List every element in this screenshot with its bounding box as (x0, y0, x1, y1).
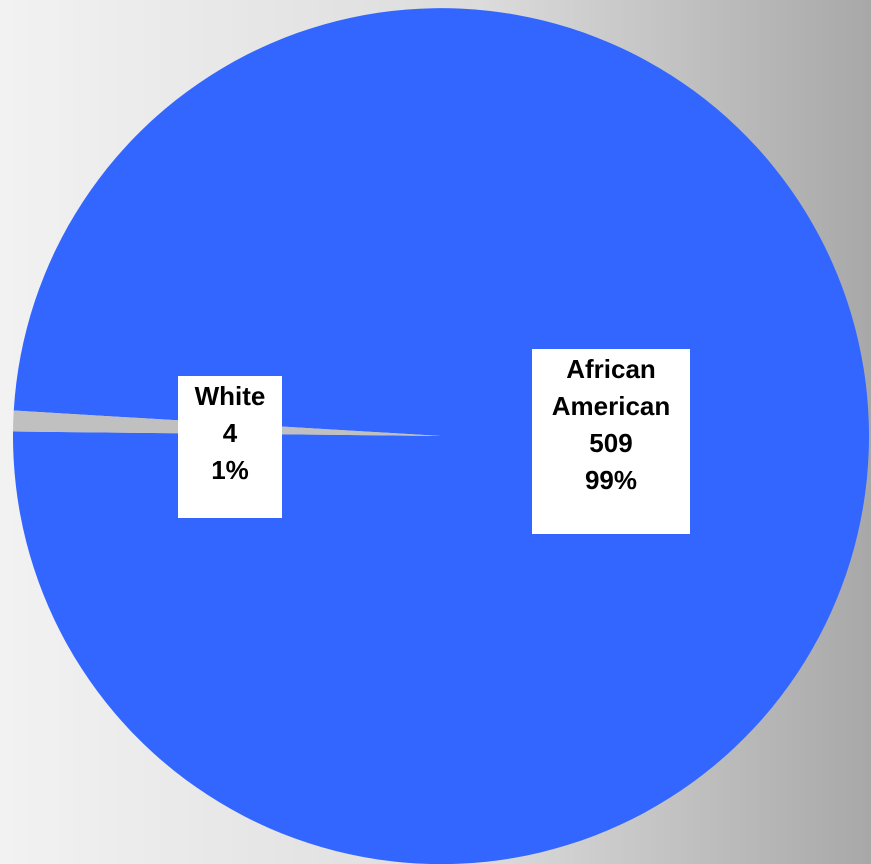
data-label-african-american-percent: 99% (584, 465, 638, 495)
data-label-white-name: White (194, 381, 266, 411)
data-label-white-percent: 1% (211, 455, 249, 485)
pie-slice-african-american (12, 8, 869, 864)
data-label-african-american-value: 509 (589, 428, 633, 458)
data-label-african-american-name-line2: American (551, 391, 671, 421)
data-label-african-american-name-line1: African (566, 354, 656, 384)
data-label-african-american: African American 509 99% (532, 349, 690, 534)
data-label-white-value: 4 (222, 418, 238, 448)
data-label-white: White 4 1% (178, 376, 282, 518)
